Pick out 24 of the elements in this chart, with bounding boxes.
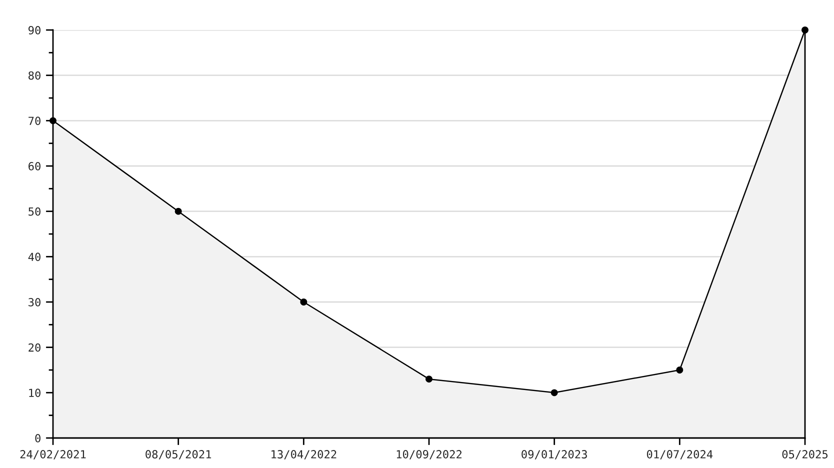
- x-tick-label: 10/09/2022: [396, 450, 462, 460]
- y-tick-label: 70: [28, 116, 40, 126]
- y-tick-label: 60: [28, 162, 40, 170]
- point: [50, 117, 56, 124]
- x-tick-label: 01/07/2024: [646, 450, 713, 460]
- y-tick-label: 50: [28, 207, 40, 216]
- x-tick-label: 05/2025: [782, 450, 828, 460]
- y-tick-label: 80: [28, 71, 40, 80]
- point: [550, 389, 558, 396]
- y-tick-label: 10: [29, 388, 40, 398]
- y-tick-label: 30: [28, 298, 40, 306]
- x-tick-label: 08/05/2021: [146, 450, 212, 460]
- point: [802, 26, 808, 34]
- point: [300, 298, 308, 306]
- y-tick-label: 40: [28, 252, 40, 262]
- x-tick-label: 13/04/2022: [272, 450, 336, 460]
- point: [426, 376, 432, 383]
- x-tick-label: 09/01/2023: [522, 450, 587, 460]
- y-tick-label: 0: [35, 434, 40, 442]
- point: [174, 208, 182, 215]
- point: [676, 366, 684, 374]
- x-tick-label: 24/02/2021: [20, 450, 86, 460]
- y-tick-label: 90: [28, 26, 40, 34]
- y-tick-label: 20: [28, 343, 40, 352]
